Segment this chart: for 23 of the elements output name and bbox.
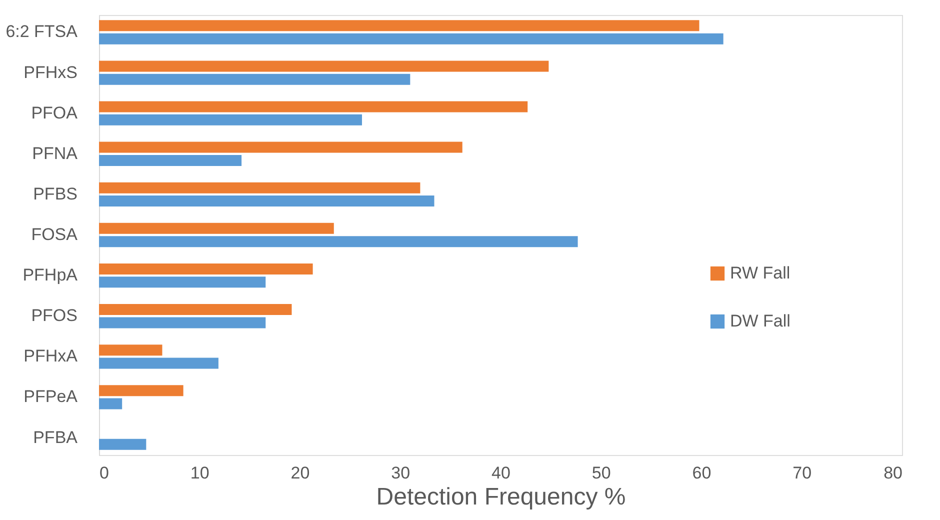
y-tick-label: PFOS [31,306,78,326]
x-tick-label: 70 [792,464,812,482]
y-tick-label: PFBS [33,184,78,204]
y-tick-label: PFHpA [22,266,78,285]
x-tick-label: 10 [190,464,210,482]
y-tick-label: FOSA [31,225,78,244]
y-tick-label: PFOA [31,103,78,122]
y-tick-label: PFNA [32,144,78,163]
x-tick-label: 20 [290,464,310,482]
x-tick-label: 50 [592,464,611,482]
y-tick-label: PFPeA [24,387,78,406]
legend-label: DW Fall [730,312,790,330]
y-tick-label: 6:2 FTSA [6,22,78,42]
x-tick-label: 30 [391,464,410,482]
y-tick-label: PFHxA [24,346,78,366]
y-tick-label: PFBA [33,428,78,447]
x-axis-title: Detection Frequency % [376,484,626,510]
x-tick-label: 60 [692,464,712,482]
x-tick-label: 0 [100,464,109,482]
y-tick-label: PFHxS [24,62,78,82]
x-tick-label: 40 [492,464,510,482]
legend-label: RW Fall [730,264,790,282]
x-tick-label: 80 [884,464,902,482]
